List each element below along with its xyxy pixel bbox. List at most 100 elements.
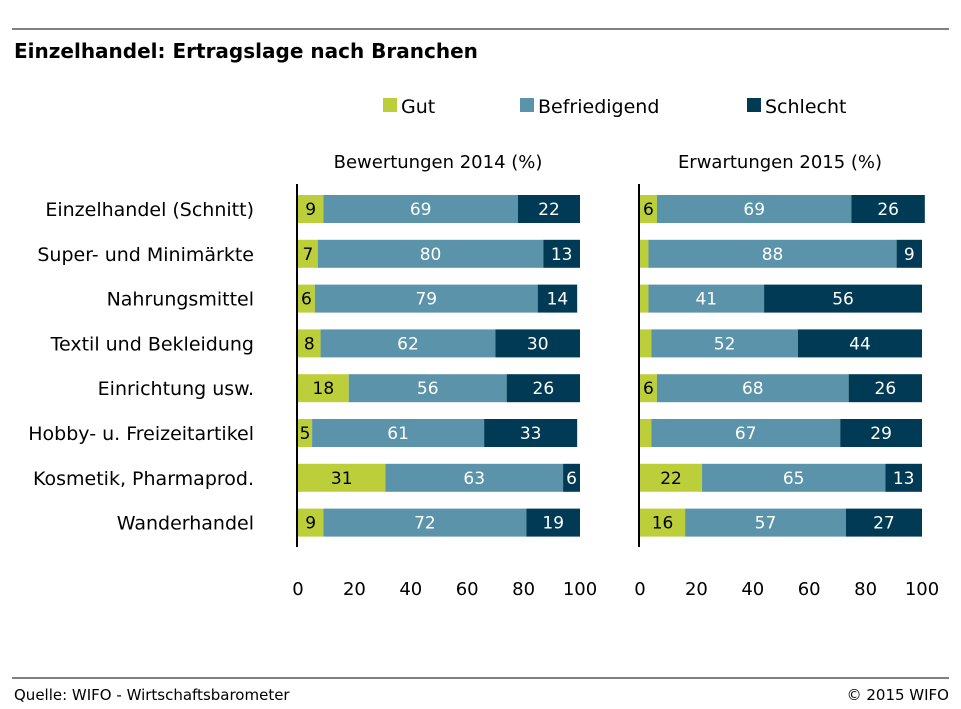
bar-label-2015-hobby-u-freizeitartikel-schlecht: 29 xyxy=(870,424,892,444)
bar-2014-wanderhandel-schlecht xyxy=(526,508,580,537)
bar-2015-super-und-minimaerkte-gut xyxy=(640,239,649,268)
bar-2015-einzelhandel-schnitt-schlecht xyxy=(851,195,925,223)
bar-label-2014-einzelhandel-schnitt-gut: 9 xyxy=(305,200,316,220)
panel-title-2015: Erwartungen 2015 (%) xyxy=(678,152,882,173)
bar-label-2015-nahrungsmittel-schlecht: 56 xyxy=(832,290,854,310)
bar-2014-einzelhandel-schnitt-gut xyxy=(298,195,324,223)
bar-label-2014-einzelhandel-schnitt-befriedigend: 69 xyxy=(410,200,432,220)
bar-2015-kosmetik-pharmaprod-schlecht xyxy=(885,463,922,492)
bar-2015-einrichtung-usw-befriedigend xyxy=(656,374,849,403)
legend-swatch-befriedigend xyxy=(520,98,534,112)
tick-label-2015-0: 0 xyxy=(634,579,645,600)
bar-2014-nahrungsmittel-befriedigend xyxy=(314,284,538,313)
tick-label-2015-80: 80 xyxy=(854,579,877,600)
tick-label-2014-20: 20 xyxy=(343,579,366,600)
bar-label-2014-nahrungsmittel-gut: 6 xyxy=(301,290,312,310)
bar-label-2015-wanderhandel-befriedigend: 57 xyxy=(755,514,777,534)
bar-label-2014-wanderhandel-befriedigend: 72 xyxy=(414,514,436,534)
bar-label-2015-einrichtung-usw-gut: 6 xyxy=(643,379,654,399)
tick-label-2015-60: 60 xyxy=(798,579,821,600)
bar-label-2014-kosmetik-pharmaprod-schlecht: 6 xyxy=(566,469,577,489)
tick-label-2014-80: 80 xyxy=(512,579,535,600)
bar-2014-einrichtung-usw-schlecht xyxy=(506,374,580,403)
panel-title-2014: Bewertungen 2014 (%) xyxy=(334,152,543,173)
bar-2014-hobby-u-freizeitartikel-schlecht xyxy=(484,419,578,447)
bar-label-2015-wanderhandel-gut: 16 xyxy=(652,514,674,534)
bar-label-2014-einrichtung-usw-schlecht: 26 xyxy=(533,379,555,399)
bar-2015-nahrungsmittel-schlecht xyxy=(764,284,922,313)
bar-label-2014-hobby-u-freizeitartikel-befriedigend: 61 xyxy=(387,424,409,444)
bar-2014-kosmetik-pharmaprod-gut xyxy=(298,463,386,492)
bar-label-2014-einzelhandel-schnitt-schlecht: 22 xyxy=(538,200,560,220)
bar-2014-textil-und-bekleidung-befriedigend xyxy=(320,329,496,358)
bar-2015-einzelhandel-schnitt-gut xyxy=(640,195,657,223)
bar-2014-super-und-minimaerkte-gut xyxy=(298,239,318,268)
category-labels: Einzelhandel (Schnitt) Super- und Minimär… xyxy=(28,199,254,535)
bar-label-2014-super-und-minimaerkte-schlecht: 13 xyxy=(551,245,573,265)
tick-label-2015-100: 100 xyxy=(905,579,939,600)
bar-label-2014-hobby-u-freizeitartikel-gut: 5 xyxy=(300,424,311,444)
category-label-wanderhandel: Wanderhandel xyxy=(117,513,254,535)
bar-label-2015-kosmetik-pharmaprod-schlecht: 13 xyxy=(893,469,915,489)
bar-2014-hobby-u-freizeitartikel-gut xyxy=(298,419,313,447)
legend-label-gut: Gut xyxy=(401,96,435,118)
bar-2014-nahrungsmittel-schlecht xyxy=(537,284,578,313)
bar-2015-nahrungsmittel-befriedigend xyxy=(648,284,765,313)
bar-label-2014-nahrungsmittel-schlecht: 14 xyxy=(547,290,569,310)
bar-2015-super-und-minimaerkte-schlecht xyxy=(896,239,922,268)
bar-2015-textil-und-bekleidung-befriedigend xyxy=(651,329,798,358)
bar-2015-hobby-u-freizeitartikel-befriedigend xyxy=(651,419,841,447)
bar-label-2015-einzelhandel-schnitt-befriedigend: 69 xyxy=(743,200,765,220)
bar-label-2014-nahrungsmittel-befriedigend: 79 xyxy=(415,290,437,310)
bar-2015-wanderhandel-schlecht xyxy=(845,508,922,537)
bar-label-2014-einrichtung-usw-befriedigend: 56 xyxy=(417,379,439,399)
bar-label-2014-kosmetik-pharmaprod-gut: 31 xyxy=(331,469,353,489)
bar-2015-nahrungsmittel-gut xyxy=(640,284,649,313)
legend-label-befriedigend: Befriedigend xyxy=(538,96,659,118)
bar-label-2015-einzelhandel-schnitt-gut: 6 xyxy=(643,200,654,220)
tick-label-2014-40: 40 xyxy=(399,579,422,600)
bar-label-2014-super-und-minimaerkte-gut: 7 xyxy=(302,245,313,265)
bar-2014-super-und-minimaerkte-befriedigend xyxy=(317,239,544,268)
bar-2014-super-und-minimaerkte-schlecht xyxy=(543,239,580,268)
category-label-nahrungsmittel: Nahrungsmittel xyxy=(107,289,254,311)
bar-2014-einzelhandel-schnitt-befriedigend xyxy=(323,195,518,223)
category-label-kosmetik-pharmaprod: Kosmetik, Pharmaprod. xyxy=(33,468,254,490)
tick-label-2015-40: 40 xyxy=(741,579,764,600)
bar-2015-einrichtung-usw-gut xyxy=(640,374,657,403)
bar-label-2014-wanderhandel-schlecht: 19 xyxy=(542,514,564,534)
bar-label-2015-super-und-minimaerkte-schlecht: 9 xyxy=(904,245,915,265)
bar-2014-kosmetik-pharmaprod-schlecht xyxy=(563,463,580,492)
bar-2015-super-und-minimaerkte-befriedigend xyxy=(648,239,897,268)
bar-2015-wanderhandel-gut xyxy=(640,508,686,537)
legend-swatch-schlecht xyxy=(747,98,761,112)
bar-label-2015-einzelhandel-schnitt-schlecht: 26 xyxy=(877,200,899,220)
category-label-einrichtung-usw: Einrichtung usw. xyxy=(98,378,254,400)
tick-label-2015-20: 20 xyxy=(685,579,708,600)
source-note: Quelle: WIFO - Wirtschaftsbarometer xyxy=(14,686,290,704)
bar-2014-nahrungsmittel-gut xyxy=(298,284,315,313)
bar-2014-einzelhandel-schnitt-schlecht xyxy=(517,195,580,223)
legend-label-schlecht: Schlecht xyxy=(765,96,846,118)
bar-label-2015-kosmetik-pharmaprod-befriedigend: 65 xyxy=(783,469,805,489)
legend-swatch-gut xyxy=(383,98,397,112)
tick-label-2014-100: 100 xyxy=(563,579,597,600)
bar-label-2015-nahrungsmittel-befriedigend: 41 xyxy=(695,290,717,310)
category-label-einzelhandel-schnitt: Einzelhandel (Schnitt) xyxy=(45,199,254,221)
bar-2014-wanderhandel-befriedigend xyxy=(323,508,527,537)
bar-label-2014-super-und-minimaerkte-befriedigend: 80 xyxy=(420,245,442,265)
bar-label-2015-hobby-u-freizeitartikel-befriedigend: 67 xyxy=(735,424,757,444)
bar-label-2015-wanderhandel-schlecht: 27 xyxy=(873,514,895,534)
bar-2014-hobby-u-freizeitartikel-befriedigend xyxy=(312,419,485,447)
tick-label-2014-60: 60 xyxy=(456,579,479,600)
bar-2015-einzelhandel-schnitt-befriedigend xyxy=(656,195,852,223)
bar-2014-einrichtung-usw-befriedigend xyxy=(348,374,507,403)
bar-2015-hobby-u-freizeitartikel-gut xyxy=(640,419,652,447)
bar-label-2015-einrichtung-usw-befriedigend: 68 xyxy=(742,379,764,399)
category-label-super-und-minimaerkte: Super- und Minimärkte xyxy=(37,244,254,266)
bar-label-2014-wanderhandel-gut: 9 xyxy=(305,514,316,534)
bar-2015-einrichtung-usw-schlecht xyxy=(848,374,922,403)
copyright-note: © 2015 WIFO xyxy=(847,686,949,704)
